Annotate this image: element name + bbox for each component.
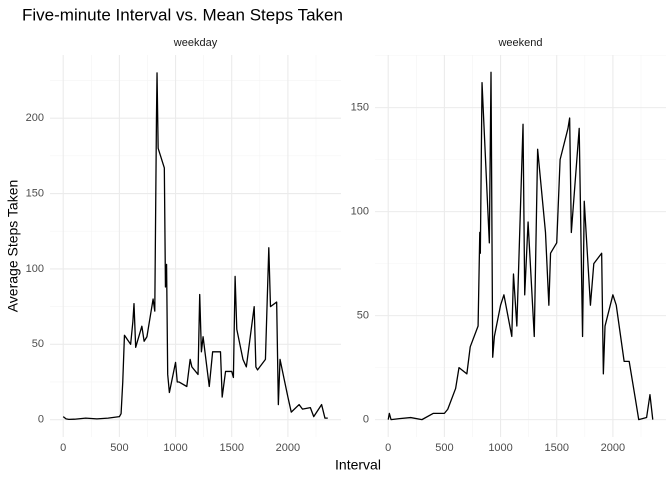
y-tick-label: 50	[32, 338, 44, 350]
x-axis-title: Interval	[335, 457, 381, 473]
x-tick-label: 500	[435, 442, 453, 454]
x-tick-label: 0	[385, 442, 391, 454]
x-tick-label: 500	[110, 442, 128, 454]
y-tick-label: 200	[26, 112, 44, 124]
panel-title: weekday	[173, 37, 218, 49]
x-tick-label: 1000	[163, 442, 187, 454]
x-tick-label: 1500	[544, 442, 568, 454]
y-tick-label: 50	[357, 310, 369, 322]
data-line	[387, 71, 654, 421]
y-tick-label: 150	[351, 102, 369, 114]
x-tick-label: 2000	[276, 442, 300, 454]
chart-title: Five-minute Interval vs. Mean Steps Take…	[22, 5, 343, 24]
panel-title: weekend	[497, 37, 542, 49]
x-tick-label: 0	[60, 442, 66, 454]
y-tick-label: 0	[38, 414, 44, 426]
data-line	[62, 72, 328, 421]
y-tick-label: 0	[363, 414, 369, 426]
y-tick-label: 100	[26, 263, 44, 275]
y-axis-title: Average Steps Taken	[5, 180, 21, 313]
x-tick-label: 2000	[601, 442, 625, 454]
x-tick-label: 1000	[488, 442, 512, 454]
x-tick-label: 1500	[219, 442, 243, 454]
y-tick-label: 100	[351, 206, 369, 218]
y-tick-label: 150	[26, 187, 44, 199]
